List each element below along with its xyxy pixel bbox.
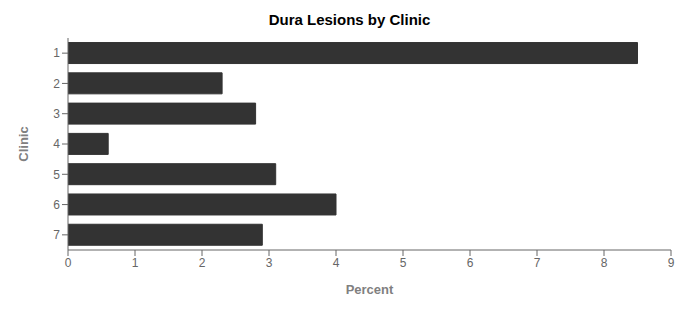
svg-text:5: 5 [400,256,407,270]
svg-text:7: 7 [534,256,541,270]
svg-text:6: 6 [467,256,474,270]
svg-text:8: 8 [601,256,608,270]
svg-text:2: 2 [199,256,206,270]
svg-text:6: 6 [53,198,60,212]
svg-text:7: 7 [53,228,60,242]
svg-text:2: 2 [53,77,60,91]
svg-text:9: 9 [668,256,675,270]
svg-text:4: 4 [333,256,340,270]
svg-text:Clinic: Clinic [16,126,31,161]
svg-text:3: 3 [53,107,60,121]
svg-text:Percent: Percent [346,282,394,297]
svg-text:5: 5 [53,168,60,182]
svg-text:1: 1 [53,46,60,60]
html-text:Dura Lesions by Clinic: Dura Lesions by Clinic [268,11,431,28]
svg-text:3: 3 [266,256,273,270]
svg-text:1: 1 [132,256,139,270]
svg-text:4: 4 [53,137,60,151]
svg-text:0: 0 [65,256,72,270]
